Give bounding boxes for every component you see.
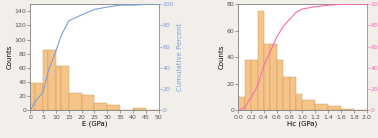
Bar — [56, 67, 61, 110]
Bar — [328, 106, 341, 110]
Bar — [245, 60, 251, 110]
Bar — [30, 83, 36, 110]
Bar — [270, 44, 277, 110]
Bar — [69, 93, 82, 110]
Bar — [341, 109, 354, 110]
Y-axis label: Counts: Counts — [219, 45, 225, 69]
Bar — [283, 77, 290, 110]
Bar — [296, 95, 302, 110]
X-axis label: Hc (GPa): Hc (GPa) — [287, 121, 318, 128]
Bar — [302, 100, 315, 110]
Bar — [107, 105, 120, 110]
Y-axis label: Counts: Counts — [7, 45, 13, 69]
Bar — [82, 95, 94, 110]
Bar — [290, 77, 296, 110]
Bar — [257, 11, 264, 110]
Bar — [251, 60, 257, 110]
Bar — [277, 60, 283, 110]
Bar — [43, 50, 48, 110]
Bar — [61, 67, 69, 110]
Y-axis label: Cumulative Percent: Cumulative Percent — [177, 23, 183, 91]
Bar — [36, 83, 43, 110]
Bar — [94, 103, 107, 110]
Bar — [48, 50, 56, 110]
Bar — [315, 104, 328, 110]
X-axis label: E (GPa): E (GPa) — [82, 121, 107, 128]
Bar — [133, 108, 146, 110]
Bar — [238, 97, 245, 110]
Bar — [264, 44, 270, 110]
